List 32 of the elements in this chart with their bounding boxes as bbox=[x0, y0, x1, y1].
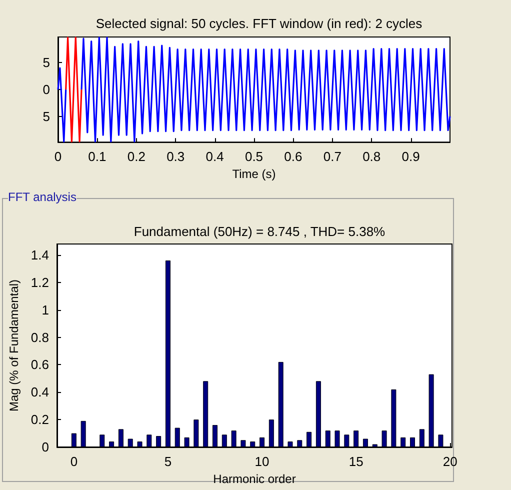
y-tick-label: 0.2 bbox=[30, 412, 49, 428]
y-tick-label: 1.2 bbox=[30, 274, 49, 290]
chart-title: Fundamental (50Hz) = 8.745 , THD= 5.38% bbox=[134, 224, 386, 239]
y-axis-title: Mag (% of Fundamental) bbox=[7, 279, 22, 412]
text: FFT analysis bbox=[8, 190, 76, 204]
y-tick-label: 0.8 bbox=[30, 330, 49, 345]
y-tick-label: 0.4 bbox=[30, 384, 49, 400]
x-tick-label: 0.8 bbox=[362, 149, 381, 164]
x-tick-label: 10 bbox=[254, 454, 270, 469]
y-tick-label: 0 bbox=[42, 440, 49, 454]
x-tick-label: 15 bbox=[348, 454, 364, 469]
x-tick-label: 0.3 bbox=[166, 149, 185, 164]
x-tick-label: 0.5 bbox=[244, 149, 264, 164]
y-tick-label: 1 bbox=[42, 302, 49, 318]
y-tick-label: 1.4 bbox=[30, 247, 49, 262]
x-tick-label: 20 bbox=[442, 454, 458, 469]
x-tick-label: 5 bbox=[164, 454, 172, 469]
x-tick-label: 0.7 bbox=[323, 149, 342, 164]
y-tick-label: 0 bbox=[42, 82, 50, 98]
x-tick-label: 0.9 bbox=[402, 149, 420, 164]
x-tick-label: 0.6 bbox=[284, 149, 302, 164]
y-tick-label: 0.6 bbox=[30, 357, 49, 372]
x-axis-title: Harmonic order bbox=[213, 472, 296, 486]
x-tick-label: 0.4 bbox=[206, 149, 224, 164]
y-tick-label: 5 bbox=[42, 108, 50, 124]
y-tick-label: 5 bbox=[42, 55, 50, 70]
x-tick-label: 0 bbox=[54, 149, 62, 164]
x-tick-label: 0.2 bbox=[127, 149, 146, 164]
chart-title: Selected signal: 50 cycles. FFT window (in red): 2 cycles bbox=[96, 16, 423, 31]
x-tick-label: 0.1 bbox=[88, 149, 106, 164]
x-tick-label: 0 bbox=[70, 454, 78, 469]
x-axis-title: Time (s) bbox=[232, 167, 276, 181]
